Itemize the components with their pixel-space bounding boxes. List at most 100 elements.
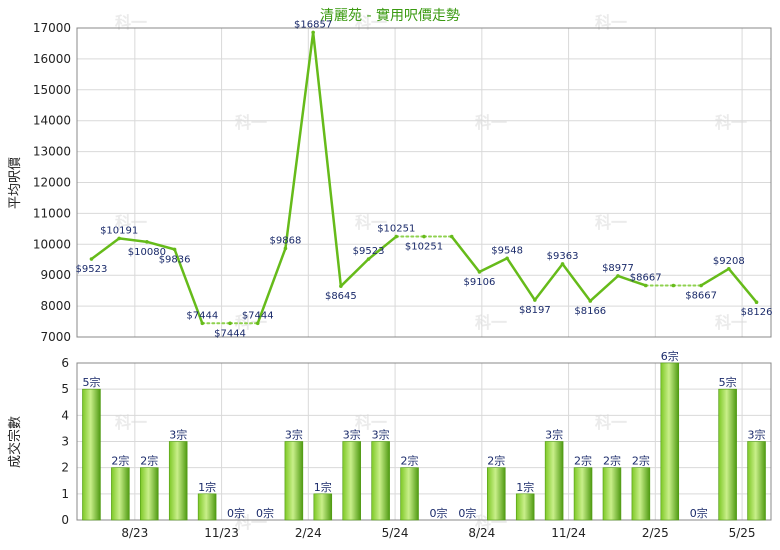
price-tick-label: 17000 xyxy=(33,21,71,35)
price-axis-label: 平均呎價 xyxy=(8,157,23,209)
watermark-text: 科一 xyxy=(235,113,267,132)
price-data-point[interactable] xyxy=(117,236,121,241)
transaction-bar[interactable] xyxy=(718,388,737,521)
price-data-point[interactable] xyxy=(727,266,731,271)
price-line-segment xyxy=(284,31,315,250)
price-tick-label: 13000 xyxy=(33,145,71,159)
bar-value-label: 1宗 xyxy=(198,480,216,494)
price-tick-label: 11000 xyxy=(33,206,71,220)
transaction-bar[interactable] xyxy=(602,467,622,521)
transaction-bar[interactable] xyxy=(284,441,304,521)
watermark-text: 科一 xyxy=(115,413,147,432)
count-tick-label: 4 xyxy=(61,408,69,422)
x-tick-label: 5/25 xyxy=(729,526,756,540)
price-data-label: $9208 xyxy=(713,256,745,267)
price-data-label: $9548 xyxy=(491,245,523,256)
transaction-bar[interactable] xyxy=(313,493,333,521)
transaction-bar[interactable] xyxy=(371,441,390,521)
price-data-label: $9523 xyxy=(76,264,108,275)
transaction-bar[interactable] xyxy=(197,493,217,521)
bar-value-label: 5宗 xyxy=(82,375,100,389)
price-data-point[interactable] xyxy=(339,284,343,288)
price-data-label: $9363 xyxy=(547,251,579,262)
price-data-point[interactable] xyxy=(477,270,482,274)
transaction-bar[interactable] xyxy=(747,441,766,521)
watermark-text: 科一 xyxy=(715,313,747,332)
price-line-segment xyxy=(505,257,537,302)
price-data-point[interactable] xyxy=(643,283,648,288)
watermark-text: 科一 xyxy=(355,13,387,32)
watermark-text: 科一 xyxy=(595,413,627,432)
price-data-label: $10191 xyxy=(100,225,138,236)
price-data-label: $7444 xyxy=(242,310,274,321)
x-tick-label: 11/24 xyxy=(551,526,586,540)
price-data-point[interactable] xyxy=(560,262,565,266)
watermark-text: 科一 xyxy=(475,313,507,332)
bar-value-label: 1宗 xyxy=(516,480,534,494)
price-data-point[interactable] xyxy=(145,240,149,244)
transaction-bar[interactable] xyxy=(487,467,506,521)
price-data-point[interactable] xyxy=(671,283,676,288)
price-line-segment xyxy=(589,274,620,303)
price-tick-label: 12000 xyxy=(33,176,71,190)
price-data-point[interactable] xyxy=(588,299,593,303)
price-data-label: $9868 xyxy=(270,235,302,246)
bar-value-label: 3宗 xyxy=(372,428,390,442)
price-data-point[interactable] xyxy=(394,234,399,239)
price-data-point[interactable] xyxy=(200,321,205,326)
watermark-text: 科一 xyxy=(595,13,627,32)
price-line-segment xyxy=(339,257,370,288)
price-data-point[interactable] xyxy=(283,246,288,251)
price-data-point[interactable] xyxy=(616,274,620,278)
price-line-segment xyxy=(478,257,509,274)
transaction-bar[interactable] xyxy=(515,493,535,521)
price-data-point[interactable] xyxy=(754,300,759,305)
price-data-point[interactable] xyxy=(449,234,454,239)
transaction-bar[interactable] xyxy=(140,467,159,521)
x-tick-label: 5/24 xyxy=(382,526,409,540)
transaction-bar[interactable] xyxy=(342,441,361,521)
bar-value-label: 6宗 xyxy=(661,349,679,363)
price-data-point[interactable] xyxy=(422,234,426,239)
bar-value-label: 3宗 xyxy=(169,428,187,442)
bar-value-label: 2宗 xyxy=(603,454,621,468)
x-tick-label: 2/25 xyxy=(642,526,669,540)
count-plot-frame xyxy=(76,362,772,521)
transaction-bar[interactable] xyxy=(400,467,419,521)
price-data-point[interactable] xyxy=(533,298,537,302)
bar-value-label: 2宗 xyxy=(140,454,158,468)
transaction-bar[interactable] xyxy=(544,441,564,521)
watermark-text: 科一 xyxy=(475,113,507,132)
price-tick-label: 10000 xyxy=(33,237,71,251)
price-line-segment xyxy=(533,262,564,302)
price-line-segment xyxy=(699,267,731,287)
price-data-label: $8166 xyxy=(574,306,606,317)
bar-value-label: 1宗 xyxy=(314,480,332,494)
price-data-point[interactable] xyxy=(172,247,177,252)
price-data-point[interactable] xyxy=(311,30,315,35)
bar-value-label: 2宗 xyxy=(632,454,650,468)
transaction-bar[interactable] xyxy=(111,467,130,521)
price-data-point[interactable] xyxy=(89,257,94,261)
transaction-bar[interactable] xyxy=(631,467,651,521)
price-data-point[interactable] xyxy=(228,321,232,326)
x-tick-label: 8/24 xyxy=(468,526,495,540)
price-data-point[interactable] xyxy=(505,256,509,261)
price-data-label: $9106 xyxy=(464,277,496,288)
transaction-bar[interactable] xyxy=(573,467,593,521)
price-tick-label: 16000 xyxy=(33,52,71,66)
price-data-point[interactable] xyxy=(366,257,371,261)
price-data-point[interactable] xyxy=(255,321,260,326)
bar-value-label: 0宗 xyxy=(227,506,245,520)
chart-title: 清麗苑 - 實用呎價走勢 xyxy=(320,7,460,24)
bar-value-label: 2宗 xyxy=(401,454,419,468)
bar-value-label: 5宗 xyxy=(719,375,737,389)
watermark-text: 科一 xyxy=(115,13,147,32)
transaction-bar[interactable] xyxy=(82,388,101,521)
bar-value-label: 0宗 xyxy=(256,506,274,520)
transaction-bar[interactable] xyxy=(660,362,680,521)
transaction-bar[interactable] xyxy=(168,441,188,521)
price-data-point[interactable] xyxy=(699,283,703,288)
price-data-label: $8126 xyxy=(741,307,773,318)
